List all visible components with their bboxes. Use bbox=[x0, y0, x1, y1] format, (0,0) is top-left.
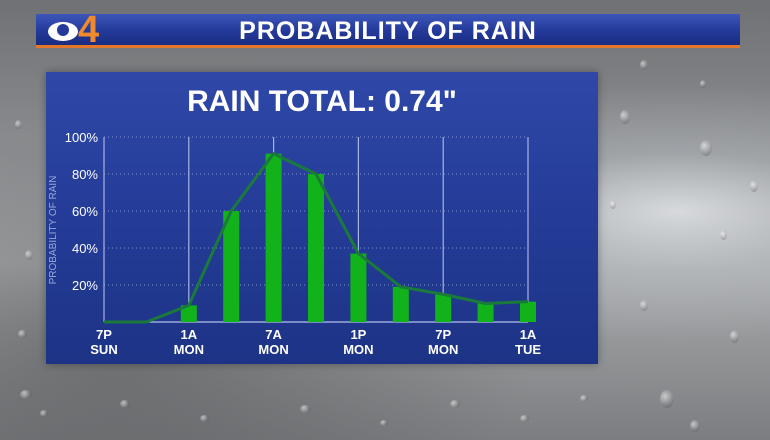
raindrop bbox=[40, 410, 48, 417]
chart-title: RAIN TOTAL: 0.74" bbox=[187, 85, 457, 118]
x-tick-label: 1A bbox=[520, 327, 537, 342]
raindrop bbox=[18, 330, 27, 338]
raindrop bbox=[580, 395, 588, 402]
raindrop bbox=[620, 110, 630, 124]
x-tick-label: 1P bbox=[350, 327, 366, 342]
raindrop bbox=[15, 120, 22, 129]
raindrop bbox=[690, 420, 700, 432]
bar bbox=[392, 286, 409, 322]
y-tick-label: 100% bbox=[65, 130, 99, 145]
x-tick-sublabel: MON bbox=[258, 342, 288, 357]
raindrop bbox=[640, 60, 648, 70]
y-tick-label: 20% bbox=[72, 278, 98, 293]
x-tick-label: 1A bbox=[180, 327, 197, 342]
bar bbox=[180, 305, 197, 322]
x-tick-sublabel: TUE bbox=[515, 342, 541, 357]
raindrop bbox=[300, 405, 311, 413]
raindrop bbox=[200, 415, 209, 422]
y-tick-label: 40% bbox=[72, 241, 98, 256]
raindrop bbox=[25, 250, 33, 260]
raindrop bbox=[750, 180, 758, 192]
bar bbox=[308, 174, 324, 322]
channel-number: 4 bbox=[78, 9, 100, 51]
raindrop bbox=[520, 415, 529, 422]
raindrop bbox=[730, 330, 739, 343]
raindrop bbox=[700, 80, 706, 88]
y-axis-label: PROBABILITY OF RAIN bbox=[48, 176, 59, 285]
raindrop bbox=[120, 400, 130, 408]
x-tick-label: 7P bbox=[96, 327, 112, 342]
raindrop bbox=[700, 140, 712, 156]
page-title: PROBABILITY OF RAIN bbox=[239, 17, 537, 45]
raindrop bbox=[640, 300, 648, 311]
x-tick-label: 7A bbox=[265, 327, 282, 342]
x-tick-sublabel: SUN bbox=[90, 342, 117, 357]
bar bbox=[223, 211, 240, 322]
bar bbox=[350, 253, 367, 322]
bar bbox=[435, 294, 452, 322]
cbs-eye-pupil-icon bbox=[57, 24, 69, 36]
raindrop bbox=[450, 400, 460, 408]
raindrop bbox=[610, 200, 616, 209]
x-tick-label: 7P bbox=[435, 327, 451, 342]
y-tick-label: 60% bbox=[72, 204, 98, 219]
x-tick-sublabel: MON bbox=[428, 342, 458, 357]
raindrop bbox=[20, 390, 32, 399]
station-logo: 4 bbox=[40, 10, 106, 50]
bar bbox=[477, 303, 494, 322]
x-tick-sublabel: MON bbox=[343, 342, 373, 357]
bar bbox=[520, 301, 536, 322]
x-tick-sublabel: MON bbox=[174, 342, 204, 357]
title-bar: PROBABILITY OF RAIN bbox=[36, 14, 740, 48]
y-tick-label: 80% bbox=[72, 167, 98, 182]
raindrop bbox=[660, 390, 674, 408]
bar bbox=[265, 153, 282, 322]
trend-line bbox=[104, 152, 529, 324]
raindrop bbox=[380, 420, 388, 426]
raindrop bbox=[720, 230, 727, 240]
